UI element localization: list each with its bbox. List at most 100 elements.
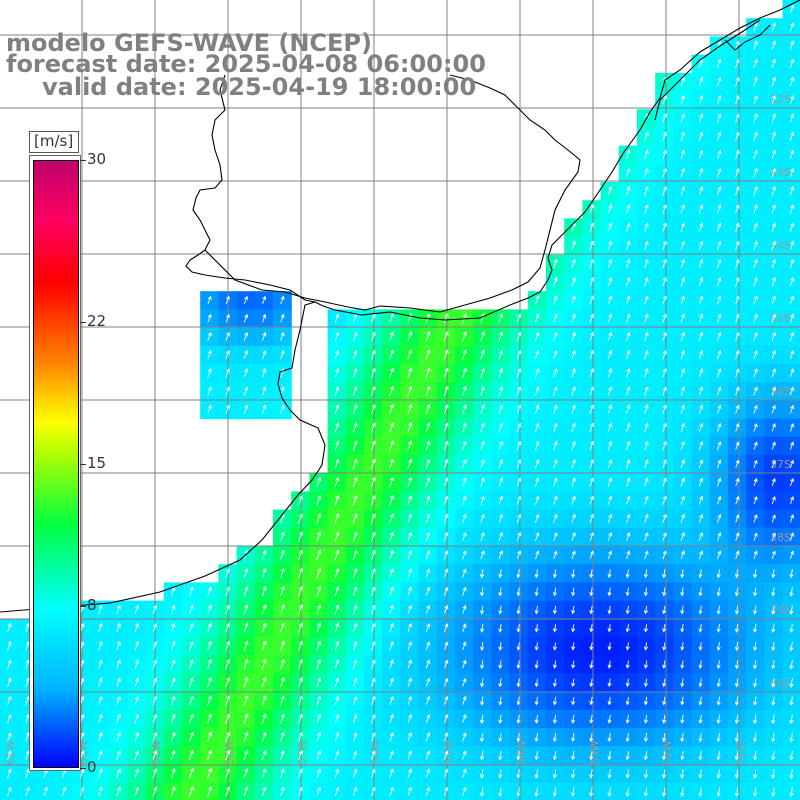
wind-arrow [534,513,540,523]
wind-arrow [443,349,449,360]
wind-arrow [352,786,358,797]
wind-arrow [407,476,413,488]
wind-arrow [752,714,758,725]
wind-arrow [516,313,522,324]
wind-arrow [261,349,267,360]
wind-arrow [352,567,358,579]
wind-arrow [480,459,485,469]
wind-arrow [680,295,685,305]
wind-arrow [352,640,358,651]
coastline [0,0,800,613]
wind-arrow [753,423,758,432]
wind-arrow [207,331,212,341]
longitude-label: 51W [734,740,747,765]
wind-arrow [698,76,704,87]
wind-arrow [607,349,613,360]
wind-arrow [152,786,158,797]
wind-arrow [571,569,576,579]
wind-arrow [607,404,613,414]
colorbar-unit: [m/s] [34,132,74,150]
wind-arrow [607,751,612,761]
wind-arrow [589,787,594,797]
wind-arrow [516,642,521,651]
wind-arrow [280,331,285,341]
wind-arrow [644,258,649,269]
wind-arrow [680,769,685,779]
wind-arrow [571,313,576,323]
wind-arrow [789,750,794,761]
wind-arrow [771,277,776,287]
wind-arrow [607,532,613,542]
wind-arrow [625,513,631,523]
wind-arrow [389,531,394,542]
wind-arrow [352,494,358,506]
wind-arrow [7,786,12,797]
wind-arrow [716,331,722,342]
wind-arrow [571,605,576,615]
colorbar-tick-mark [80,322,86,324]
wind-arrow [462,604,467,614]
wind-arrow [152,749,158,760]
wind-arrow [644,513,649,523]
wind-arrow [607,660,612,669]
wind-arrow [534,295,540,305]
wind-arrow [261,367,267,378]
wind-arrow [316,567,322,579]
wind-arrow [207,386,212,396]
wind-arrow [607,368,613,378]
wind-arrow [553,422,558,433]
wind-arrow [771,349,776,360]
wind-arrow [789,678,794,688]
wind-arrow [462,477,467,487]
wind-arrow [443,495,449,505]
wind-arrow [7,659,12,669]
wind-arrow [462,586,467,596]
wind-arrow [734,660,739,670]
wind-arrow [480,696,485,706]
wind-arrow [279,567,285,579]
wind-arrow [498,440,504,451]
wind-arrow [753,313,758,323]
wind-arrow [279,676,285,688]
wind-arrow [498,367,504,378]
wind-arrow [462,695,467,705]
wind-arrow [389,568,394,578]
wind-arrow [771,149,776,160]
wind-arrow [480,495,485,505]
wind-arrow [280,768,285,779]
wind-arrow [607,495,613,505]
wind-arrow [243,768,249,779]
wind-arrow [498,495,503,505]
wind-arrow [607,204,613,214]
wind-arrow [789,204,795,214]
wind-arrow [716,642,721,652]
wind-arrow [662,678,667,688]
wind-arrow [498,386,504,396]
wind-arrow [407,659,412,669]
wind-arrow [644,222,649,232]
wind-arrow [662,258,667,269]
wind-arrow [625,751,630,761]
wind-arrow [189,677,194,688]
wind-arrow [789,569,794,579]
wind-arrow [189,622,194,633]
wind-arrow [61,786,67,797]
wind-arrow [207,767,213,779]
wind-arrow [698,642,703,651]
wind-arrow [771,459,776,468]
wind-arrow [170,641,176,651]
wind-arrow [170,731,176,742]
wind-arrow [243,367,249,378]
wind-arrow [207,713,213,724]
wind-arrow [698,222,704,232]
wind-arrow [534,368,540,378]
wind-arrow [680,440,685,451]
wind-arrow [589,569,594,579]
wind-arrow [462,513,467,524]
wind-arrow [425,695,431,705]
wind-arrow [389,586,394,596]
latitude-label: 32S [770,93,791,106]
wind-arrow [407,458,413,469]
colorbar [33,160,79,768]
wind-arrow [643,696,648,706]
